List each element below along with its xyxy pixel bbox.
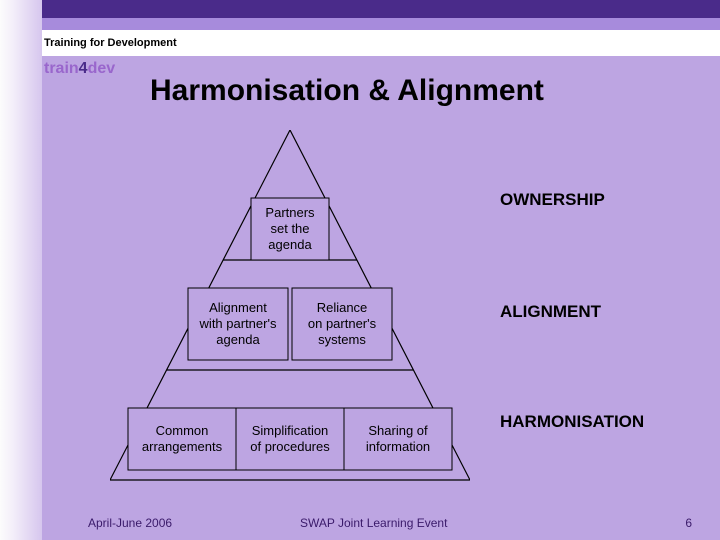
accent-strip bbox=[42, 18, 720, 30]
pyramid-side-label: HARMONISATION bbox=[500, 412, 644, 432]
brand-part3: dev bbox=[88, 60, 116, 77]
header-text: Training for Development bbox=[42, 37, 177, 49]
pyramid-diagram: Partnersset theagendaAlignmentwith partn… bbox=[110, 130, 470, 490]
brand-part1: train bbox=[44, 60, 79, 77]
pyramid-box-text: of procedures bbox=[250, 439, 330, 454]
header-band: Training for Development bbox=[42, 30, 720, 56]
pyramid-side-label: ALIGNMENT bbox=[500, 302, 601, 322]
pyramid-box-text: Partners bbox=[265, 205, 315, 220]
pyramid-box-text: Alignment bbox=[209, 300, 267, 315]
footer-date: April-June 2006 bbox=[88, 516, 172, 530]
pyramid-box-text: set the bbox=[270, 221, 309, 236]
pyramid-box-text: systems bbox=[318, 332, 366, 347]
slide: Training for Development train4dev Harmo… bbox=[0, 0, 720, 540]
pyramid-box-text: Common bbox=[156, 423, 209, 438]
top-bar bbox=[42, 0, 720, 18]
slide-title: Harmonisation & Alignment bbox=[150, 74, 544, 108]
footer-event: SWAP Joint Learning Event bbox=[300, 516, 447, 530]
pyramid-side-label: OWNERSHIP bbox=[500, 190, 605, 210]
brand-logo: train4dev bbox=[42, 60, 115, 78]
pyramid-box-text: arrangements bbox=[142, 439, 223, 454]
footer: April-June 2006 SWAP Joint Learning Even… bbox=[42, 506, 720, 540]
content-area: Partnersset theagendaAlignmentwith partn… bbox=[60, 120, 680, 490]
pyramid-box-text: information bbox=[366, 439, 430, 454]
pyramid-box-text: agenda bbox=[268, 237, 312, 252]
pyramid-box-text: Sharing of bbox=[368, 423, 428, 438]
footer-page-number: 6 bbox=[685, 516, 692, 530]
brand-part2: 4 bbox=[79, 60, 88, 77]
pyramid-box-text: on partner's bbox=[308, 316, 377, 331]
pyramid-box-text: agenda bbox=[216, 332, 260, 347]
pyramid-box-text: Simplification bbox=[252, 423, 329, 438]
pyramid-box-text: with partner's bbox=[199, 316, 277, 331]
left-gradient-strip bbox=[0, 0, 42, 540]
pyramid-box-text: Reliance bbox=[317, 300, 368, 315]
